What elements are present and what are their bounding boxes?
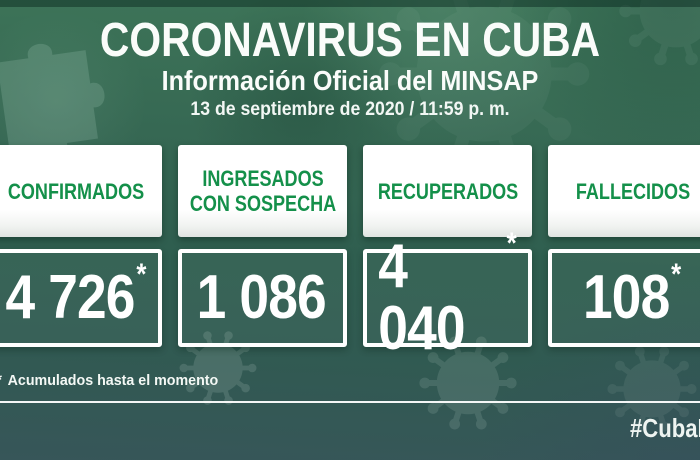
stat-label-card: INGRESADOS CON SOSPECHA — [178, 145, 347, 237]
stat-label: INGRESADOS CON SOSPECHA — [189, 166, 336, 216]
stat-asterisk: * — [506, 227, 517, 260]
footer-divider — [0, 401, 700, 403]
page-title: CORONAVIRUS EN CUBA — [99, 14, 601, 67]
stat-label: RECUPERADOS — [377, 178, 518, 204]
footnote-text: Acumulados hasta el momento — [7, 372, 219, 389]
stat-card-ingresados: INGRESADOS CON SOSPECHA 1 086 — [178, 145, 347, 347]
stat-value-box: 1 086 — [178, 249, 347, 347]
hashtag: #CubaP — [630, 413, 700, 443]
stat-label-card: RECUPERADOS — [363, 145, 532, 237]
stat-value-box: 108 * — [548, 249, 700, 347]
stat-card-confirmados: CONFIRMADOS 4 726 * — [0, 145, 162, 347]
stat-label-card: CONFIRMADOS — [0, 145, 162, 237]
stat-value-box: 4 040 * — [363, 229, 532, 360]
stat-card-recuperados: RECUPERADOS 4 040 * — [363, 145, 532, 360]
stat-value: 108 — [583, 263, 670, 332]
top-border-strip — [0, 0, 700, 7]
stat-value: 4 040 — [378, 232, 465, 363]
stat-asterisk: * — [671, 258, 682, 291]
stat-card-fallecidos: FALLECIDOS 108 * — [548, 145, 700, 347]
footnote: * Acumulados hasta el momento — [0, 372, 218, 390]
footnote-asterisk: * — [0, 372, 2, 389]
page-subtitle: Información Oficial del MINSAP — [161, 65, 539, 96]
report-date: 13 de septiembre de 2020 / 11:59 p. m. — [190, 99, 510, 120]
stats-row: CONFIRMADOS 4 726 * INGRESADOS CON SOSPE… — [0, 145, 700, 360]
stat-value-box: 4 726 * — [0, 249, 162, 347]
stat-value: 4 726 — [5, 263, 136, 332]
stat-label: FALLECIDOS — [575, 178, 690, 204]
stat-asterisk: * — [136, 258, 147, 291]
stat-label-card: FALLECIDOS — [548, 145, 700, 237]
stat-label: CONFIRMADOS — [7, 178, 145, 204]
stat-value: 1 086 — [197, 263, 327, 332]
